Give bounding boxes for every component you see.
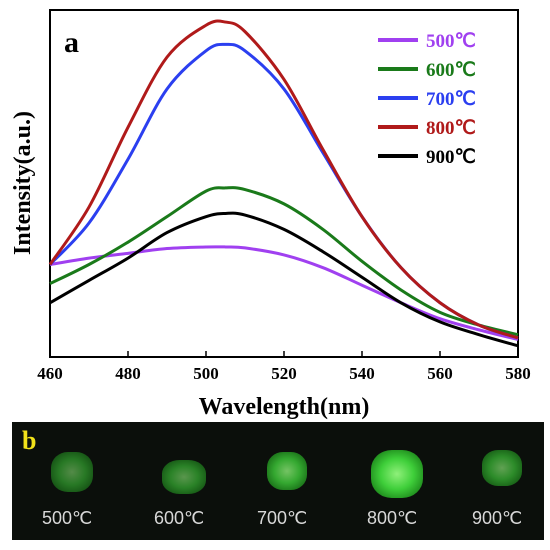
sample-label: 600℃ xyxy=(154,508,205,528)
y-axis-title: Intensity(a.u.) xyxy=(10,111,36,255)
sample-glow xyxy=(482,450,522,486)
sample-label: 900℃ xyxy=(472,508,523,528)
series-line-4 xyxy=(49,211,519,348)
sample-label: 800℃ xyxy=(367,508,418,528)
x-tick-label: 560 xyxy=(427,364,453,383)
legend-label-0: 500℃ xyxy=(426,31,476,52)
sample-glow xyxy=(162,460,206,494)
legend-label-4: 900℃ xyxy=(426,147,476,168)
x-tick-label: 540 xyxy=(349,364,375,383)
sample-glow xyxy=(51,452,93,492)
legend-label-3: 800℃ xyxy=(426,118,476,139)
legend-label-1: 600℃ xyxy=(426,60,476,81)
sample-glow xyxy=(267,452,307,490)
series-line-3 xyxy=(48,19,519,340)
legend-label-2: 700℃ xyxy=(426,89,476,110)
x-tick-label: 480 xyxy=(115,364,141,383)
x-tick-label: 580 xyxy=(505,364,531,383)
sample-glow xyxy=(371,450,423,498)
photo-panel: b 500℃ 600℃ 700℃ 800℃ 900℃ xyxy=(12,422,544,540)
x-tick-label: 500 xyxy=(193,364,219,383)
sample-label: 500℃ xyxy=(42,508,93,528)
spectrum-chart: 460 480 500 520 540 560 580 a Wavelength(nm) I… xyxy=(10,9,531,420)
x-axis-title: Wavelength(nm) xyxy=(199,394,370,420)
plot-frame xyxy=(49,9,519,358)
series-layer xyxy=(48,19,519,348)
legend: 500℃ 600℃ 700℃ 800℃ 900℃ xyxy=(378,31,476,168)
panel-letter-b: b xyxy=(22,426,37,455)
panel-letter-a: a xyxy=(64,26,79,59)
x-tick-label: 460 xyxy=(37,364,63,383)
series-line-0 xyxy=(49,245,519,341)
series-line-1 xyxy=(49,186,519,337)
sample-label: 700℃ xyxy=(257,508,308,528)
x-ticks: 460 480 500 520 540 560 580 xyxy=(37,351,531,383)
x-tick-label: 520 xyxy=(271,364,297,383)
